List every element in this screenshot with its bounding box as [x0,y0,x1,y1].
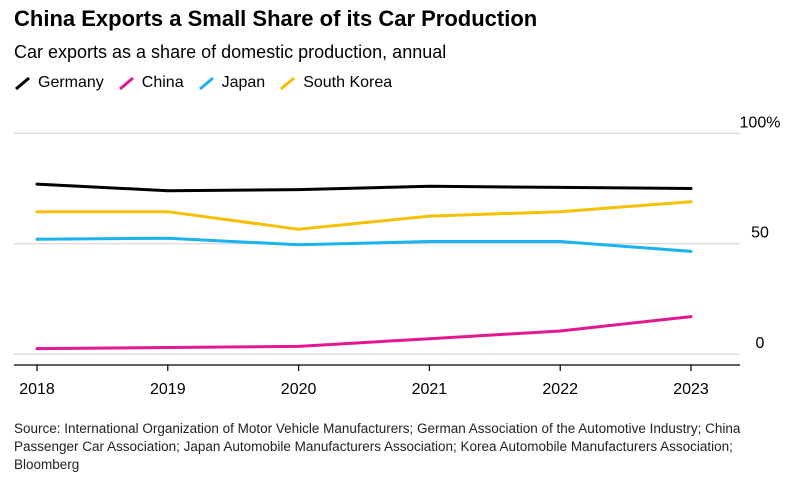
y-tick-label-50: 50 [751,225,769,242]
legend-swatch-south-korea [280,76,296,91]
source-note: Source: International Organization of Mo… [14,421,741,472]
x-tick-label-2018: 2018 [19,381,55,398]
series-line-south-korea [35,200,693,231]
legend-item-south-korea: South Korea [279,74,392,92]
x-tick-label-2021: 2021 [412,381,448,398]
legend-label-china: China [141,74,184,91]
legend-item-germany: Germany [14,74,104,92]
legend-label-germany: Germany [38,74,104,91]
legend: Germany China Japan South Korea [14,74,406,92]
series-line-china [35,315,693,351]
x-tick-label-2019: 2019 [150,381,186,398]
series-line-germany [35,182,693,193]
legend-label-south-korea: South Korea [303,74,393,91]
x-tick-label-2023: 2023 [673,381,709,398]
y-tick-label-0: 0 [756,335,765,352]
legend-swatch-germany [15,76,30,91]
legend-swatch-china [118,76,134,91]
x-tick-label-2022: 2022 [542,381,578,398]
legend-swatch-japan [198,76,214,91]
legend-item-china: China [118,74,184,92]
series-line-japan [35,236,693,253]
chart-subtitle: Car exports as a share of domestic produ… [14,42,447,62]
chart-title: China Exports a Small Share of its Car P… [14,6,538,31]
y-tick-label-100: 100% [740,114,781,131]
x-tick-label-2020: 2020 [281,381,317,398]
legend-item-japan: Japan [198,74,266,92]
legend-label-japan: Japan [221,74,266,91]
